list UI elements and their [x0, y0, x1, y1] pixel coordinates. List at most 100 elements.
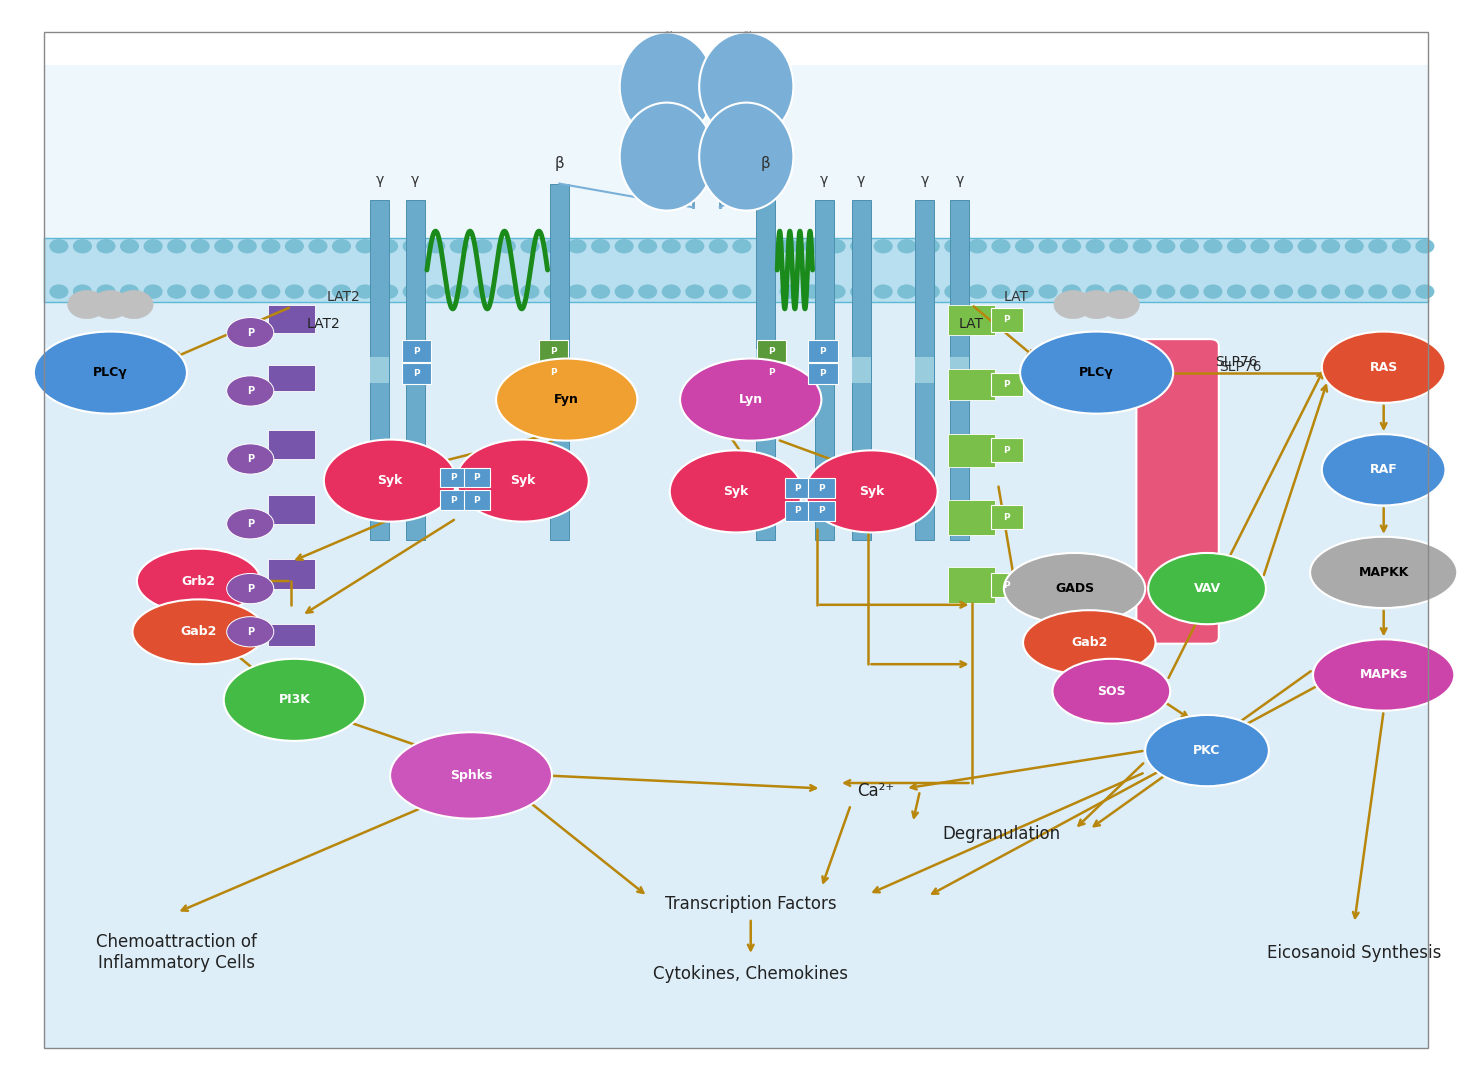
Circle shape: [1054, 291, 1092, 319]
Bar: [371, 200, 389, 540]
Circle shape: [710, 240, 727, 253]
Bar: [808, 501, 835, 521]
Circle shape: [1063, 285, 1080, 298]
Text: P: P: [414, 369, 420, 378]
Bar: [916, 356, 933, 383]
Circle shape: [1416, 240, 1434, 253]
Text: Eicosanoid Synthesis: Eicosanoid Synthesis: [1267, 944, 1441, 961]
Circle shape: [1251, 285, 1269, 298]
Bar: [851, 200, 871, 540]
Text: P: P: [247, 583, 253, 594]
Bar: [808, 478, 835, 498]
Bar: [464, 490, 490, 510]
Ellipse shape: [670, 450, 802, 532]
Circle shape: [1039, 240, 1057, 253]
Circle shape: [921, 285, 939, 298]
Text: β: β: [761, 156, 770, 171]
Text: LAT: LAT: [1004, 291, 1029, 303]
Circle shape: [333, 285, 350, 298]
Bar: [785, 501, 811, 521]
Text: RAS: RAS: [1369, 361, 1398, 374]
Text: P: P: [247, 454, 253, 464]
Circle shape: [333, 240, 350, 253]
Bar: [948, 500, 995, 535]
Circle shape: [286, 285, 303, 298]
Circle shape: [969, 285, 986, 298]
Ellipse shape: [1052, 659, 1170, 724]
Circle shape: [780, 240, 798, 253]
Circle shape: [1393, 285, 1410, 298]
Ellipse shape: [227, 509, 274, 539]
Text: PI3K: PI3K: [278, 693, 311, 706]
Bar: [757, 362, 786, 383]
Bar: [402, 363, 431, 384]
Text: P: P: [795, 484, 801, 492]
Text: P: P: [1004, 446, 1010, 455]
Circle shape: [1016, 240, 1033, 253]
Circle shape: [1086, 285, 1104, 298]
Circle shape: [804, 240, 821, 253]
Circle shape: [1345, 240, 1363, 253]
Bar: [268, 624, 315, 646]
Circle shape: [662, 240, 680, 253]
Circle shape: [1181, 285, 1198, 298]
Circle shape: [356, 285, 374, 298]
Bar: [551, 349, 568, 375]
Bar: [539, 362, 568, 383]
Text: Chemoattraction of
Inflammatory Cells: Chemoattraction of Inflammatory Cells: [96, 933, 258, 972]
Bar: [991, 373, 1023, 396]
Text: SLP76: SLP76: [1216, 355, 1257, 368]
Ellipse shape: [1004, 553, 1145, 624]
Ellipse shape: [1322, 332, 1446, 403]
Text: Cytokines, Chemokines: Cytokines, Chemokines: [654, 966, 848, 983]
Circle shape: [450, 240, 468, 253]
Circle shape: [945, 240, 963, 253]
Circle shape: [568, 240, 586, 253]
Circle shape: [1133, 285, 1151, 298]
Text: P: P: [1004, 581, 1010, 590]
Ellipse shape: [620, 103, 714, 211]
Circle shape: [874, 240, 892, 253]
Circle shape: [545, 240, 562, 253]
Circle shape: [91, 291, 130, 319]
Circle shape: [1101, 291, 1139, 319]
Text: P: P: [818, 484, 824, 492]
Text: P: P: [551, 347, 556, 355]
Circle shape: [238, 285, 256, 298]
Text: γ: γ: [920, 173, 929, 187]
Bar: [268, 495, 315, 524]
Circle shape: [168, 240, 185, 253]
Ellipse shape: [1148, 553, 1266, 624]
Circle shape: [215, 285, 233, 298]
Text: Ca²⁺: Ca²⁺: [857, 782, 895, 799]
Circle shape: [1275, 240, 1292, 253]
Text: SLP76: SLP76: [1219, 361, 1262, 374]
Bar: [44, 65, 1428, 238]
Text: P: P: [247, 518, 253, 529]
Text: Syk: Syk: [858, 485, 885, 498]
Circle shape: [921, 240, 939, 253]
Circle shape: [356, 240, 374, 253]
Circle shape: [1078, 291, 1116, 319]
Circle shape: [757, 240, 774, 253]
Circle shape: [1016, 285, 1033, 298]
Text: γ: γ: [857, 173, 866, 187]
Circle shape: [1298, 285, 1316, 298]
Circle shape: [1345, 285, 1363, 298]
Circle shape: [733, 285, 751, 298]
Bar: [464, 468, 490, 487]
Circle shape: [851, 285, 868, 298]
Text: P: P: [474, 473, 480, 482]
Bar: [268, 365, 315, 391]
Circle shape: [804, 285, 821, 298]
Ellipse shape: [1023, 610, 1156, 675]
Circle shape: [144, 285, 162, 298]
Bar: [948, 369, 995, 400]
Circle shape: [639, 285, 657, 298]
Bar: [268, 559, 315, 589]
Text: α: α: [742, 28, 751, 43]
Bar: [948, 567, 995, 603]
Bar: [757, 184, 774, 540]
Circle shape: [1133, 240, 1151, 253]
Circle shape: [615, 240, 633, 253]
